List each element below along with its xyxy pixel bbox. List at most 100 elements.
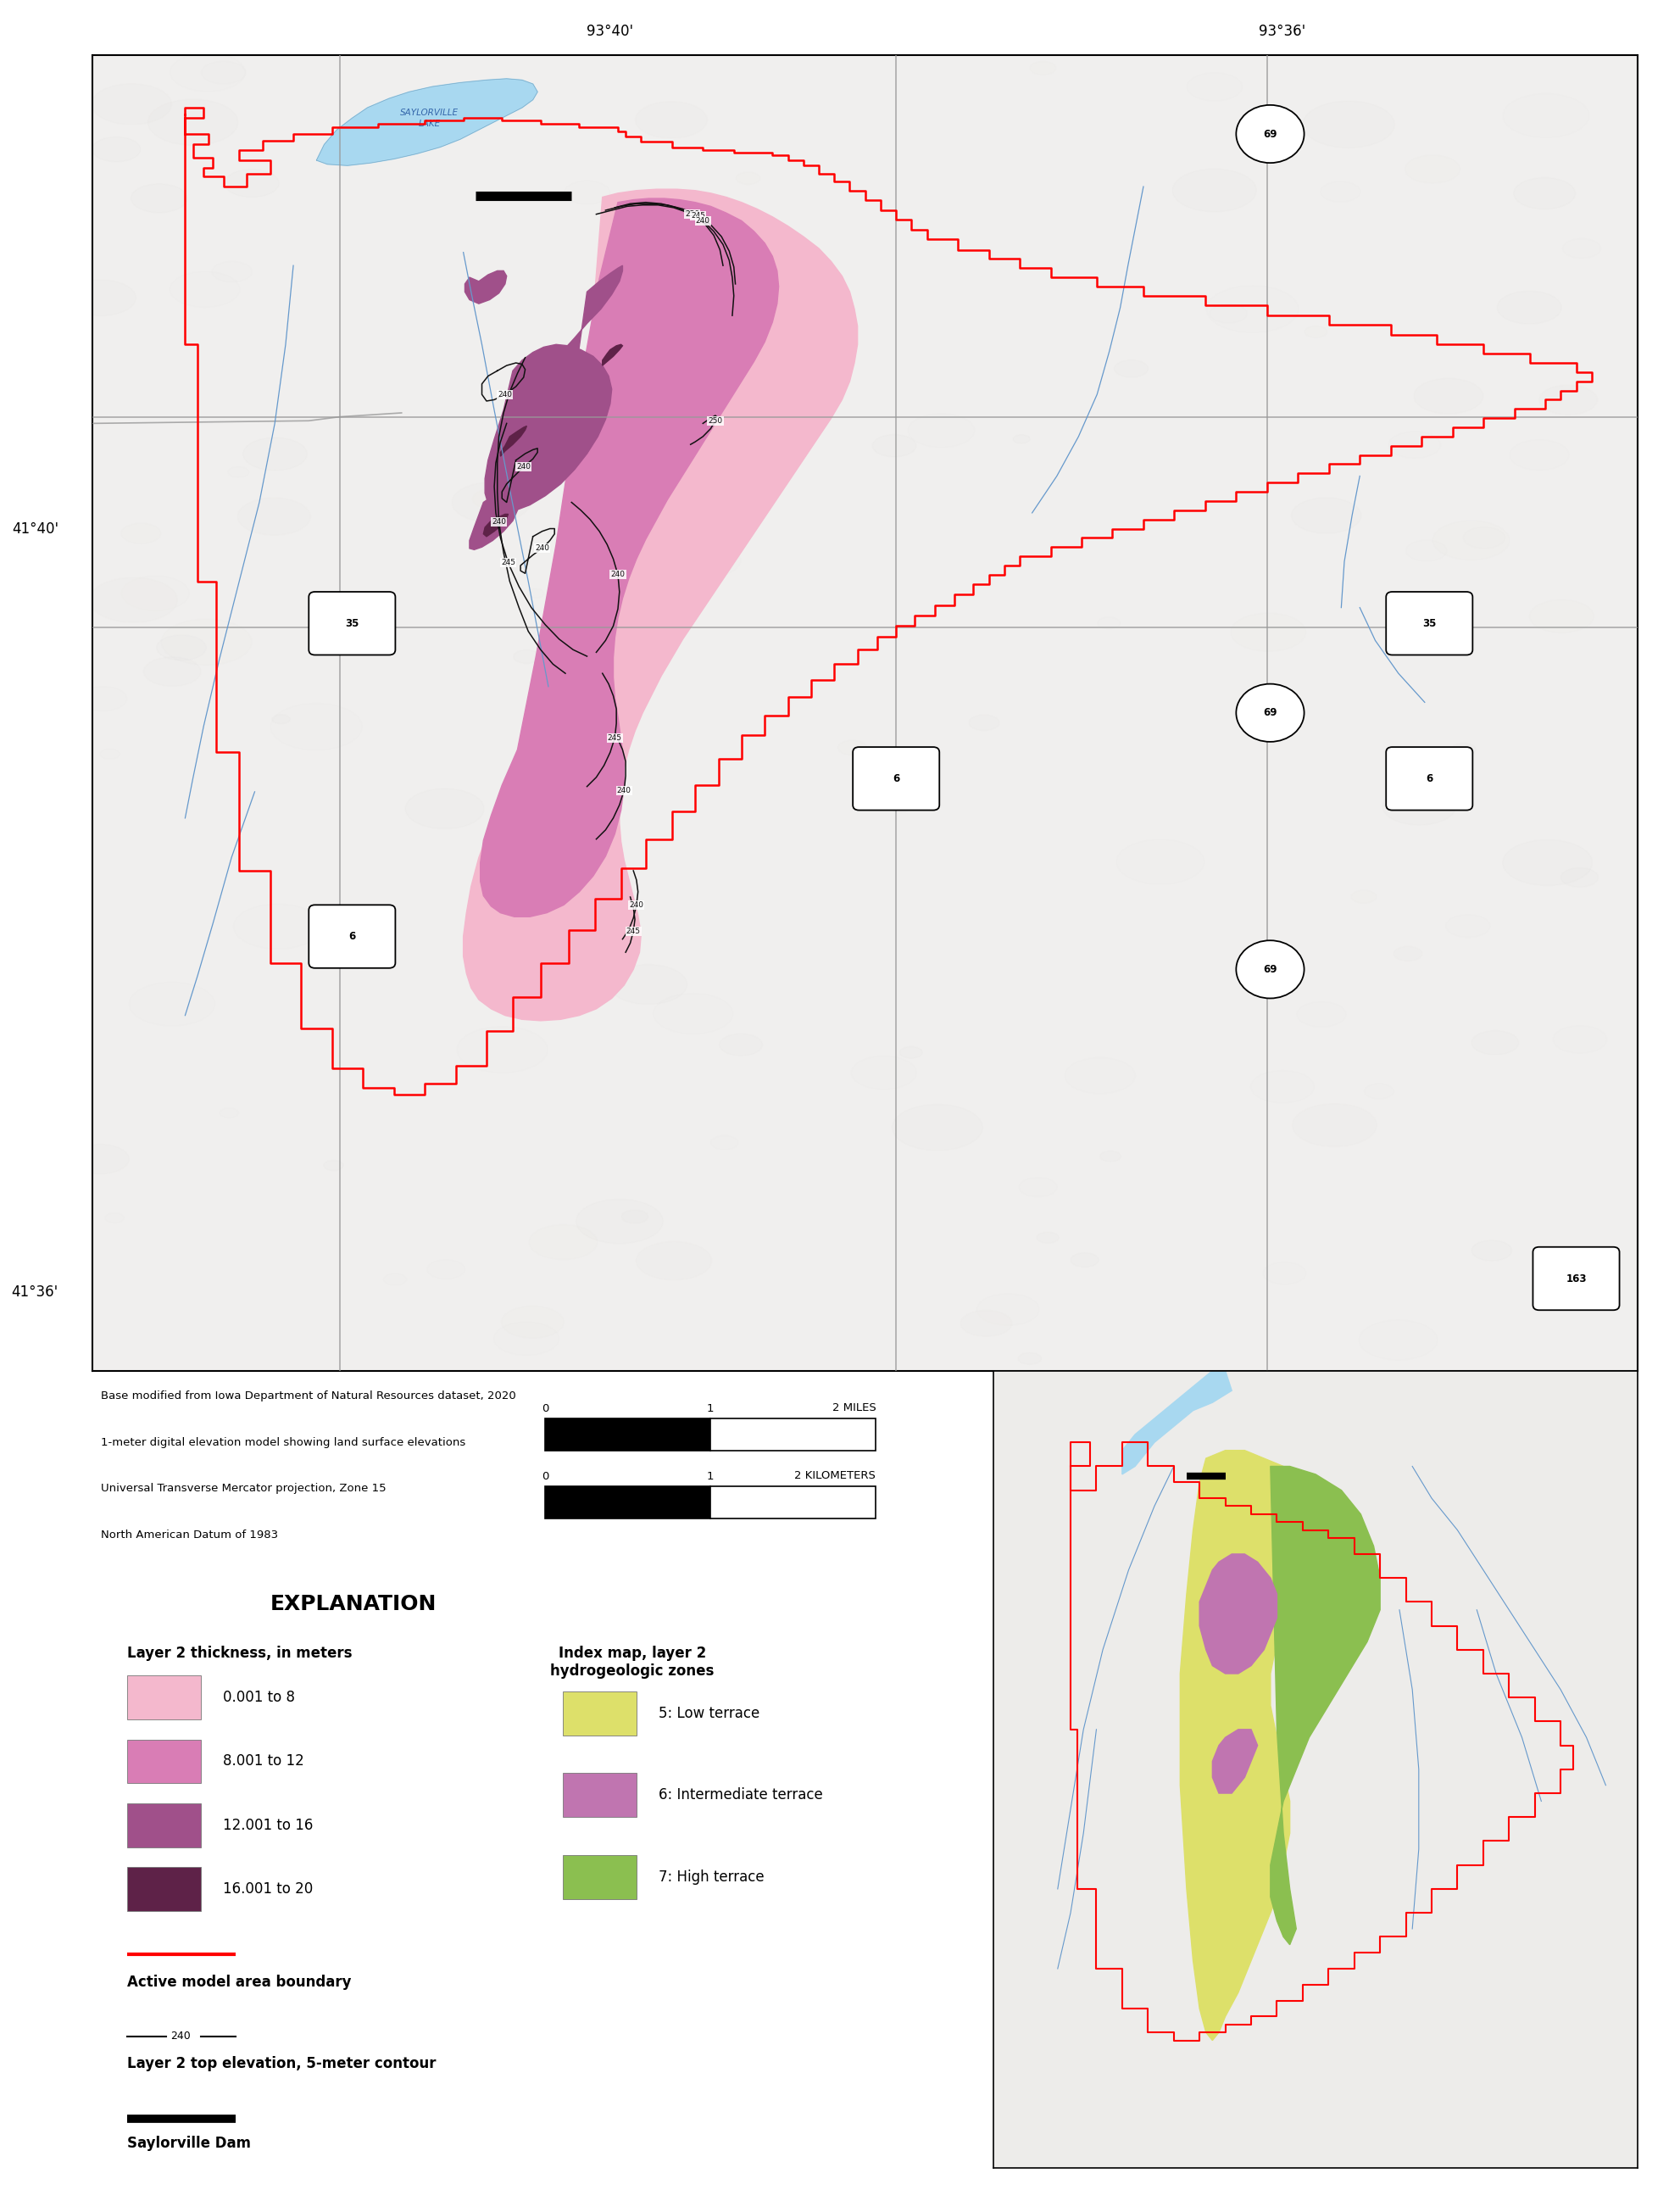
Text: Layer 2 top elevation, 5-meter contour: Layer 2 top elevation, 5-meter contour: [128, 2056, 437, 2071]
Circle shape: [1236, 940, 1304, 999]
Text: 6: 6: [892, 773, 899, 784]
Circle shape: [1236, 106, 1304, 163]
Text: 6: 6: [348, 931, 356, 942]
Text: EXPLANATION: EXPLANATION: [270, 1594, 437, 1613]
Text: North American Datum of 1983: North American Datum of 1983: [101, 1530, 279, 1541]
Ellipse shape: [622, 1211, 648, 1224]
Polygon shape: [1179, 1450, 1302, 2040]
Bar: [128, 1739, 202, 1783]
Text: 41°36': 41°36': [12, 1283, 59, 1299]
Text: 69: 69: [1263, 964, 1277, 975]
Text: 0.001 to 8: 0.001 to 8: [223, 1690, 296, 1706]
Ellipse shape: [1302, 101, 1394, 147]
FancyBboxPatch shape: [1386, 746, 1473, 810]
Polygon shape: [1270, 1466, 1379, 1946]
Text: 240: 240: [492, 517, 506, 526]
Text: 0: 0: [541, 1470, 549, 1481]
Text: 5: Low terrace: 5: Low terrace: [659, 1706, 759, 1721]
Ellipse shape: [225, 169, 279, 198]
Text: 240: 240: [617, 786, 632, 795]
Text: 35: 35: [344, 618, 360, 629]
Bar: [711, 1486, 875, 1519]
Bar: [563, 1855, 637, 1899]
Text: 240: 240: [497, 390, 512, 398]
Bar: [563, 1772, 637, 1816]
Ellipse shape: [719, 1034, 763, 1056]
Polygon shape: [553, 266, 623, 381]
Ellipse shape: [610, 964, 687, 1004]
Ellipse shape: [156, 636, 207, 660]
Bar: [711, 1417, 875, 1450]
Text: Saylorville Dam: Saylorville Dam: [128, 2137, 250, 2150]
Text: 7: High terrace: 7: High terrace: [659, 1869, 764, 1884]
Ellipse shape: [1070, 1252, 1099, 1268]
Text: 163: 163: [1566, 1272, 1586, 1283]
Polygon shape: [1122, 1371, 1231, 1475]
Text: 35: 35: [1423, 618, 1436, 629]
Text: 245: 245: [690, 211, 706, 220]
Text: 12.001 to 16: 12.001 to 16: [223, 1818, 312, 1833]
Text: 93°40': 93°40': [586, 24, 633, 40]
Ellipse shape: [1173, 169, 1257, 211]
Text: 240: 240: [630, 900, 643, 909]
Text: 245: 245: [501, 559, 516, 566]
Text: Layer 2 thickness, in meters: Layer 2 thickness, in meters: [128, 1646, 353, 1662]
Bar: [544, 1417, 711, 1450]
Text: 245: 245: [608, 733, 622, 742]
Ellipse shape: [1472, 1241, 1512, 1261]
Polygon shape: [465, 271, 507, 304]
FancyBboxPatch shape: [309, 592, 395, 656]
Bar: [128, 1675, 202, 1719]
FancyBboxPatch shape: [1532, 1248, 1620, 1310]
Polygon shape: [486, 346, 612, 513]
FancyBboxPatch shape: [309, 905, 395, 968]
Polygon shape: [464, 189, 857, 1021]
Ellipse shape: [892, 1105, 983, 1151]
Ellipse shape: [512, 920, 580, 955]
Ellipse shape: [1502, 841, 1593, 885]
Ellipse shape: [872, 434, 916, 458]
Polygon shape: [501, 427, 528, 456]
Text: 1: 1: [707, 1470, 714, 1481]
Polygon shape: [1200, 1554, 1277, 1673]
Text: 240: 240: [534, 544, 549, 552]
Polygon shape: [484, 515, 507, 537]
Ellipse shape: [1472, 1030, 1519, 1054]
Ellipse shape: [900, 1048, 922, 1059]
Ellipse shape: [576, 1200, 664, 1244]
Text: Base modified from Iowa Department of Natural Resources dataset, 2020: Base modified from Iowa Department of Na…: [101, 1391, 516, 1402]
Text: 240: 240: [612, 570, 625, 579]
Polygon shape: [664, 363, 696, 387]
Text: 69: 69: [1263, 128, 1277, 139]
Ellipse shape: [647, 339, 689, 359]
Ellipse shape: [1497, 291, 1561, 324]
Bar: [128, 1866, 202, 1910]
Text: 240: 240: [171, 2032, 192, 2043]
FancyBboxPatch shape: [853, 746, 939, 810]
Ellipse shape: [272, 715, 291, 724]
Ellipse shape: [643, 533, 699, 561]
Polygon shape: [1213, 1730, 1258, 1794]
Text: Index map, layer 2
hydrogeologic zones: Index map, layer 2 hydrogeologic zones: [549, 1646, 714, 1679]
Ellipse shape: [131, 185, 186, 213]
Text: 69: 69: [1263, 707, 1277, 718]
Circle shape: [1236, 685, 1304, 742]
Text: 240: 240: [516, 462, 531, 471]
Text: 1-meter digital elevation model showing land surface elevations: 1-meter digital elevation model showing …: [101, 1437, 465, 1448]
Text: 0: 0: [541, 1404, 549, 1415]
Ellipse shape: [1514, 178, 1576, 209]
Ellipse shape: [514, 649, 539, 663]
Text: 16.001 to 20: 16.001 to 20: [223, 1882, 312, 1897]
Polygon shape: [603, 346, 623, 365]
Text: 1: 1: [707, 1404, 714, 1415]
Ellipse shape: [1292, 497, 1361, 533]
Ellipse shape: [405, 788, 484, 830]
Ellipse shape: [1013, 436, 1030, 442]
Text: Universal Transverse Mercator projection, Zone 15: Universal Transverse Mercator projection…: [101, 1483, 386, 1494]
Ellipse shape: [563, 372, 628, 405]
Text: 93°36': 93°36': [1258, 24, 1305, 40]
Text: 245: 245: [627, 927, 640, 935]
Text: 240: 240: [696, 218, 711, 225]
Text: SAYLORVILLE
LAKE: SAYLORVILLE LAKE: [400, 108, 459, 128]
Text: 6: 6: [1426, 773, 1433, 784]
